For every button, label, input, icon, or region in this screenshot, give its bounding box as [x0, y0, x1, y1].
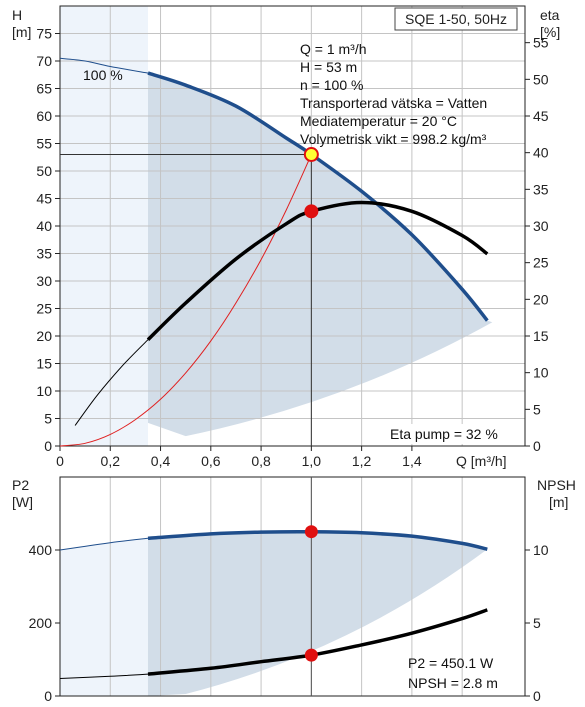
p2-tick-label: 400 [29, 542, 53, 558]
operating-point-power [304, 525, 318, 539]
operating-point-head [303, 147, 319, 162]
axis-ticks: 0 0,2 0,4 0,6 0,8 1,0 1,2 1,4 0 5 10 15 20 25 30 35 40 45… [36, 26, 548, 470]
info-line-flow: Q = 1 m³/h [300, 41, 367, 57]
y-left-tick-label: 75 [36, 26, 52, 42]
y-right-tick-label: 40 [533, 145, 549, 161]
y-left-tick-label: 5 [44, 411, 52, 427]
x-tick-label: 1,4 [402, 453, 422, 469]
y-right-tick-label: 55 [533, 35, 549, 51]
y-left-tick-label: 70 [36, 53, 52, 69]
p2-axis-label-line1: P2 [12, 477, 29, 493]
y-axis-left-label-line1: H [12, 7, 22, 23]
y-left-tick-label: 15 [36, 356, 52, 372]
curves [59, 477, 488, 696]
curves [59, 57, 489, 447]
y-left-tick-label: 10 [36, 383, 52, 399]
operating-range-fill [60, 531, 488, 696]
title-box [394, 7, 518, 31]
npsh-tick-label: 0 [533, 688, 541, 704]
operating-point-npsh [304, 648, 318, 662]
chart-title: SQE 1-50, 50Hz [405, 11, 507, 27]
system-curve [59, 154, 312, 447]
y-left-tick-label: 35 [36, 246, 52, 262]
bottom-chart: 0 200 400 0 5 10 P2 [W] NPSH [m] P2 = 450.1 W… [12, 476, 576, 704]
x-tick-label: 0 [56, 453, 64, 469]
y-left-tick-label: 20 [36, 328, 52, 344]
y-right-tick-label: 30 [533, 218, 549, 234]
npsh-result-label: NPSH = 2.8 m [408, 675, 498, 691]
y-right-tick-label: 25 [533, 255, 549, 271]
y-left-tick-label: 60 [36, 108, 52, 124]
info-line-liquid: Transporterad vätska = Vatten [300, 95, 487, 111]
p2-result-label: P2 = 450.1 W [408, 655, 494, 671]
y-left-tick-label: 65 [36, 81, 52, 97]
axis-ticks: 0 200 400 0 5 10 [29, 542, 549, 704]
y-axis-left-label-line2: [m] [12, 24, 31, 40]
y-left-tick-label: 40 [36, 218, 52, 234]
head-curve-low-flow [59, 57, 149, 74]
y-left-tick-label: 50 [36, 163, 52, 179]
info-line-speed: n = 100 % [300, 77, 363, 93]
power-curve-low-flow [59, 537, 149, 551]
fill-under-low-flow-curve [60, 58, 148, 447]
info-line-density: Volymetrisk vikt = 998.2 kg/m³ [300, 131, 487, 147]
y-right-tick-label: 5 [533, 401, 541, 417]
power-curve [147, 529, 488, 552]
x-tick-label: 0,2 [101, 453, 121, 469]
y-right-tick-label: 50 [533, 71, 549, 87]
y-left-tick-label: 30 [36, 273, 52, 289]
x-tick-label: 1,0 [302, 453, 322, 469]
npsh-axis-label-line2: [m] [549, 494, 568, 510]
npsh-tick-label: 5 [533, 615, 541, 631]
operating-point-efficiency [304, 204, 319, 219]
eta-pump-label: Eta pump = 32 % [390, 426, 498, 442]
y-axis-right-label-line1: eta [540, 7, 560, 23]
y-left-tick-label: 25 [36, 301, 52, 317]
y-right-tick-label: 0 [533, 438, 541, 454]
x-tick-label: 0,6 [201, 453, 221, 469]
npsh-curve [147, 608, 488, 676]
eta-label-bg [385, 424, 513, 444]
y-right-tick-label: 15 [533, 328, 549, 344]
y-right-tick-label: 10 [533, 365, 549, 381]
y-axis-right-label-line2: [%] [540, 24, 560, 40]
npsh-axis-label-line1: NPSH [537, 477, 576, 493]
y-left-tick-label: 45 [36, 191, 52, 207]
x-tick-label: 0,8 [251, 453, 271, 469]
info-line-temperature: Mediatemperatur = 20 °C [300, 113, 457, 129]
y-right-tick-label: 35 [533, 181, 549, 197]
p2-axis-label-line2: [W] [12, 494, 33, 510]
fill-operating-area [147, 73, 493, 437]
y-right-tick-label: 20 [533, 291, 549, 307]
info-line-head: H = 53 m [300, 59, 357, 75]
fill-operating-area [147, 531, 488, 696]
p2-tick-label: 0 [44, 688, 52, 704]
fill-low-flow-region [60, 538, 148, 696]
operating-range-fill [60, 6, 493, 447]
y-right-tick-label: 45 [533, 108, 549, 124]
y-left-tick-label: 55 [36, 136, 52, 152]
y-left-tick-label: 0 [44, 438, 52, 454]
plot-frame [59, 476, 526, 697]
npsh-tick-label: 10 [533, 542, 549, 558]
speed-curve-label: 100 % [83, 67, 123, 83]
efficiency-curve-low-flow [74, 339, 149, 426]
npsh-curve-low-flow [59, 673, 149, 679]
x-tick-label: 1,2 [352, 453, 372, 469]
p2-tick-label: 200 [29, 615, 53, 631]
top-chart: 0 0,2 0,4 0,6 0,8 1,0 1,2 1,4 0 5 10 15 20 25 30 35 40 45… [12, 5, 560, 470]
x-tick-label: 0,4 [151, 453, 171, 469]
x-axis-label: Q [m³/h] [456, 453, 507, 469]
